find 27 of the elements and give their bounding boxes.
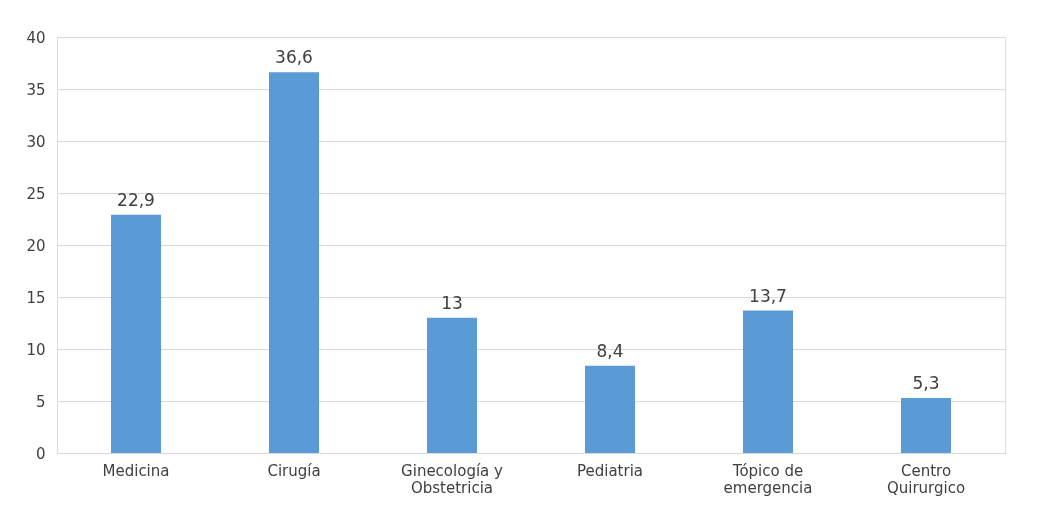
y-tick-label: 15: [26, 288, 46, 307]
y-tick-label: 35: [26, 80, 46, 99]
y-tick-label: 25: [26, 184, 46, 203]
bar: [901, 397, 951, 453]
x-tick-label: Tópico de emergencia: [723, 461, 813, 497]
x-tick-label: Ginecología y Obstetricia: [401, 461, 504, 497]
bar: [743, 310, 793, 453]
y-tick-label: 0: [35, 444, 46, 463]
y-tick-label: 40: [26, 28, 46, 47]
x-tick-label: Cirugía: [267, 461, 321, 480]
data-label: 13,7: [749, 285, 787, 306]
data-label: 5,3: [912, 372, 940, 393]
y-tick-label: 10: [26, 340, 46, 359]
data-label: 8,4: [596, 340, 624, 361]
x-tick-label: Pediatria: [576, 461, 644, 480]
data-label: 13: [441, 292, 463, 313]
y-tick-label: 5: [35, 392, 46, 411]
y-tick-label: 30: [26, 132, 46, 151]
x-tick-label: Medicina: [102, 461, 170, 480]
bar: [269, 72, 319, 453]
y-tick-label: 20: [26, 236, 46, 255]
bar: [111, 214, 161, 453]
bar: [427, 317, 477, 453]
data-label: 22,9: [117, 189, 155, 210]
bar: [585, 365, 635, 453]
data-label: 36,6: [275, 47, 313, 68]
x-tick-label: Centro Quirurgico: [886, 461, 966, 497]
